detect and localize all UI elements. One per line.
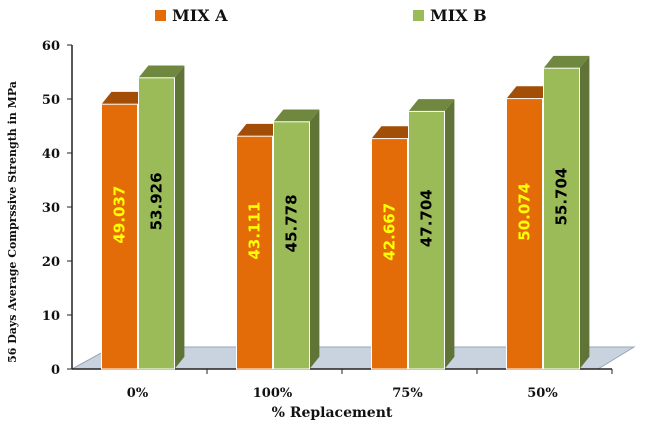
- y-tick-label: 20: [42, 255, 60, 270]
- bar-mix-b-2: [408, 99, 455, 370]
- legend-swatch: [155, 10, 166, 21]
- bar-front: [408, 110, 445, 370]
- bar-front: [543, 67, 580, 370]
- bar-side: [174, 65, 185, 369]
- y-tick-label: 10: [42, 309, 60, 324]
- x-axis-title: % Replacement: [272, 405, 393, 421]
- bar-top: [506, 86, 553, 99]
- y-axis-title: 56 Days Average Comprssive Strength in M…: [6, 81, 19, 363]
- data-label: 55.704: [553, 168, 571, 226]
- bar-front: [138, 77, 175, 370]
- bar-top: [138, 65, 185, 78]
- bar-mix-b-1: [273, 109, 320, 370]
- data-label: 45.778: [283, 194, 301, 252]
- x-tick-label: 0%: [127, 386, 149, 401]
- data-label: 53.926: [148, 172, 166, 230]
- x-tick-label: 75%: [392, 386, 423, 401]
- bar-front: [101, 103, 138, 370]
- bar-side: [309, 109, 320, 369]
- legend-swatch: [413, 10, 424, 21]
- bar-side: [579, 55, 590, 369]
- data-label: 42.667: [381, 203, 399, 261]
- x-tick-label: 50%: [527, 386, 558, 401]
- data-label: 50.074: [516, 183, 534, 241]
- legend-label: MIX A: [172, 6, 228, 25]
- bar-mix-b-3: [543, 55, 590, 370]
- y-tick-label: 30: [42, 201, 60, 216]
- bar-top: [371, 126, 418, 139]
- bar-top: [408, 99, 455, 112]
- y-tick-label: 60: [42, 39, 60, 54]
- bar-top: [236, 123, 283, 137]
- bar-front: [506, 98, 543, 370]
- y-tick-label: 0: [51, 363, 60, 378]
- legend-label: MIX B: [430, 6, 487, 25]
- bar-front: [236, 135, 273, 370]
- bar-front: [273, 121, 310, 370]
- y-tick-label: 40: [42, 147, 60, 162]
- bar-top: [543, 55, 590, 69]
- bar-top: [273, 109, 320, 122]
- data-label: 47.704: [418, 189, 436, 247]
- x-tick-label: 100%: [253, 386, 293, 401]
- bar-front: [371, 138, 408, 370]
- bar-mix-b-0: [138, 65, 185, 370]
- y-tick-label: 50: [42, 93, 60, 108]
- data-label: 49.037: [111, 186, 129, 244]
- bar-side: [444, 99, 455, 370]
- bar-top: [101, 91, 148, 105]
- data-label: 43.111: [246, 202, 264, 260]
